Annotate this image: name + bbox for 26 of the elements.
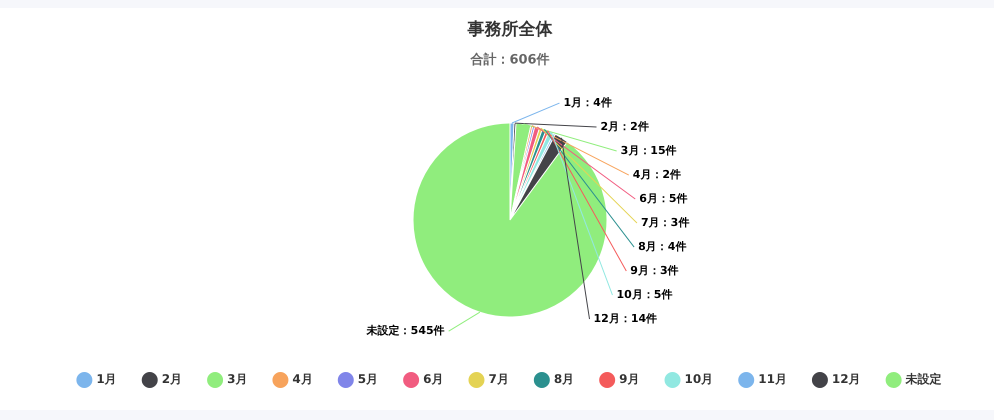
legend-label: 5月 [358,372,378,386]
legend-label: 7月 [488,372,509,386]
legend-label: 8月 [554,372,574,386]
data-label: 6月：5件 [639,192,688,205]
chart-title: 事務所全体 [466,20,554,40]
legend-label: 2月 [162,372,182,386]
data-label: 8月：4件 [638,240,686,253]
data-label: 12月：14件 [594,312,658,325]
data-label: 4月：2件 [632,168,682,181]
data-label: 7月：3件 [640,216,690,229]
data-label: 未設定：545件 [366,324,445,338]
legend-label: 6月 [423,372,444,386]
legend-label: 未設定 [904,372,942,386]
legend-label: 4月 [292,372,313,386]
chart-subtitle: 合計：606件 [469,52,550,68]
legend-label: 11月 [758,372,787,386]
data-label: 9月：3件 [630,264,679,277]
data-label: 2月：2件 [600,120,649,133]
legend-label: 3月 [227,372,248,386]
data-label: 1月：4件 [563,96,612,109]
data-label: 10月：5件 [616,288,672,301]
legend-label: 1月 [96,372,117,386]
legend-label: 9月 [619,372,640,386]
legend-label: 10月 [684,372,714,386]
legend-label: 12月 [832,372,861,386]
data-label: 3月：15件 [620,144,677,157]
